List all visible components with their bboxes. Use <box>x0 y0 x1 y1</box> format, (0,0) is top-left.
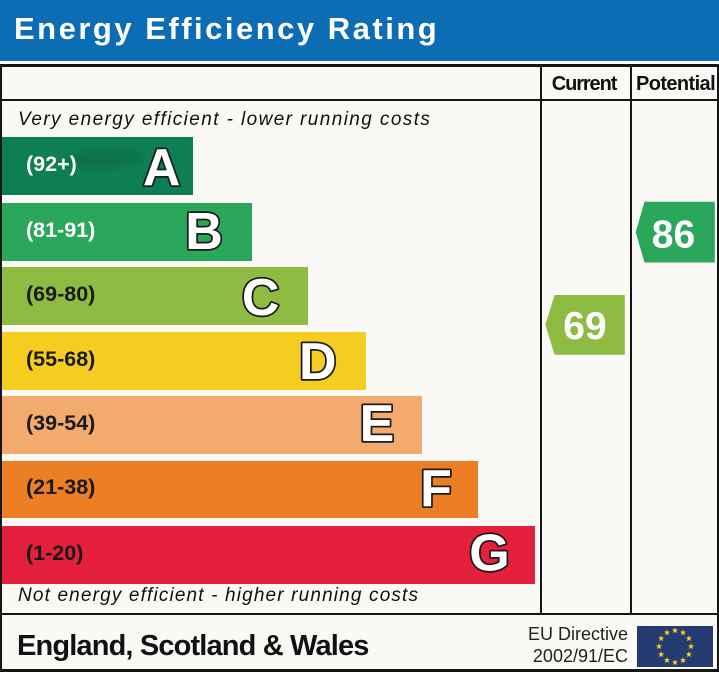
svg-text:E: E <box>360 395 395 453</box>
svg-text:F: F <box>420 460 452 518</box>
svg-text:D: D <box>299 333 337 391</box>
svg-text:69: 69 <box>563 305 606 348</box>
svg-text:C: C <box>242 269 280 327</box>
svg-text:86: 86 <box>652 214 695 257</box>
svg-text:G: G <box>469 525 509 583</box>
svg-text:B: B <box>185 203 223 261</box>
svg-text:A: A <box>143 139 181 197</box>
